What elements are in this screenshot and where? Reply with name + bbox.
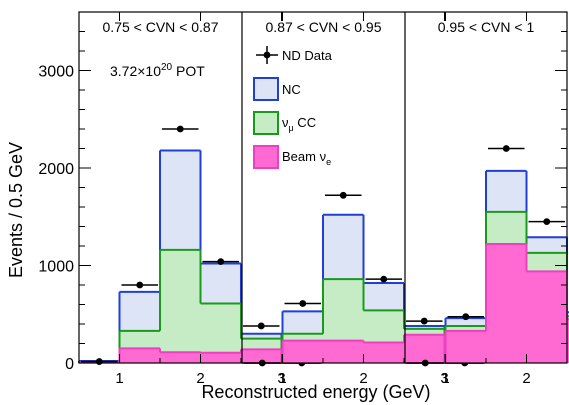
data-point xyxy=(299,300,307,307)
x-tick-label: 3 xyxy=(277,370,285,387)
histogram-panels: 0.75 < CVN < 0.87 1 2 3 0.87 < CVN < 0.95 1 2 3… xyxy=(78,12,569,387)
legend: 3.72×1020 POT ND Data NC νμ CC Beam νe xyxy=(110,46,333,169)
panel-3: 0.95 < CVN < 1 1 2 3 xyxy=(405,12,569,387)
legend-numu-swatch xyxy=(253,111,279,135)
y-tick-label: 2000 xyxy=(38,161,74,178)
legend-nue-pre: Beam ν xyxy=(282,149,326,164)
panel-title: 0.87 < CVN < 0.95 xyxy=(266,19,382,35)
y-tick-label: 0 xyxy=(65,356,74,373)
panel-title: 0.95 < CVN < 1 xyxy=(438,19,535,35)
data-point xyxy=(95,358,103,365)
x-tick-label: 2 xyxy=(522,370,530,387)
y-tick-label: 3000 xyxy=(38,64,74,81)
x-tick-label: 3 xyxy=(440,370,448,387)
legend-nue-swatch xyxy=(253,145,279,169)
legend-nc-label: NC xyxy=(282,82,301,97)
legend-numu-rest: CC xyxy=(294,115,316,130)
y-axis-label: Events / 0.5 GeV xyxy=(6,142,26,278)
x-tick-label: 1 xyxy=(115,370,123,387)
pot-label: 3.72×1020 POT xyxy=(110,62,205,79)
legend-nc-swatch xyxy=(253,77,279,101)
legend-data-label: ND Data xyxy=(282,48,333,63)
data-point xyxy=(339,191,347,199)
y-tick-label: 1000 xyxy=(38,259,74,276)
pot-value: 3.72×10 xyxy=(110,63,161,79)
legend-nue-label: Beam νe xyxy=(282,149,331,167)
data-point xyxy=(462,313,470,321)
axes: 0 1000 2000 3000 xyxy=(38,11,568,373)
data-point xyxy=(176,125,184,133)
x-axis-label: Reconstructed energy (GeV) xyxy=(201,382,430,402)
pot-exponent: 20 xyxy=(161,62,173,73)
legend-numu-nu: ν xyxy=(282,115,289,130)
x-tick-label: 2 xyxy=(196,370,204,387)
data-point xyxy=(420,317,428,325)
data-point xyxy=(502,145,510,152)
pot-unit: POT xyxy=(172,63,205,79)
legend-numu-label: νμ CC xyxy=(282,115,316,133)
numu-cc-fill xyxy=(79,249,322,363)
x-tick-label: 1 xyxy=(278,370,286,387)
data-point xyxy=(257,322,265,330)
x-tick-label: 1 xyxy=(441,370,449,387)
panel-2: 0.87 < CVN < 0.95 1 2 3 xyxy=(242,12,485,387)
data-point xyxy=(136,281,144,289)
panel-title: 0.75 < CVN < 0.87 xyxy=(103,19,219,35)
legend-numu-sub: μ xyxy=(289,123,294,133)
data-point xyxy=(217,258,225,265)
data-point xyxy=(543,218,551,226)
data-point xyxy=(380,275,388,283)
x-tick-label: 2 xyxy=(359,370,367,387)
legend-data-marker xyxy=(263,51,271,59)
beam-nue-fill xyxy=(242,334,485,363)
legend-nue-sub: e xyxy=(326,157,331,167)
